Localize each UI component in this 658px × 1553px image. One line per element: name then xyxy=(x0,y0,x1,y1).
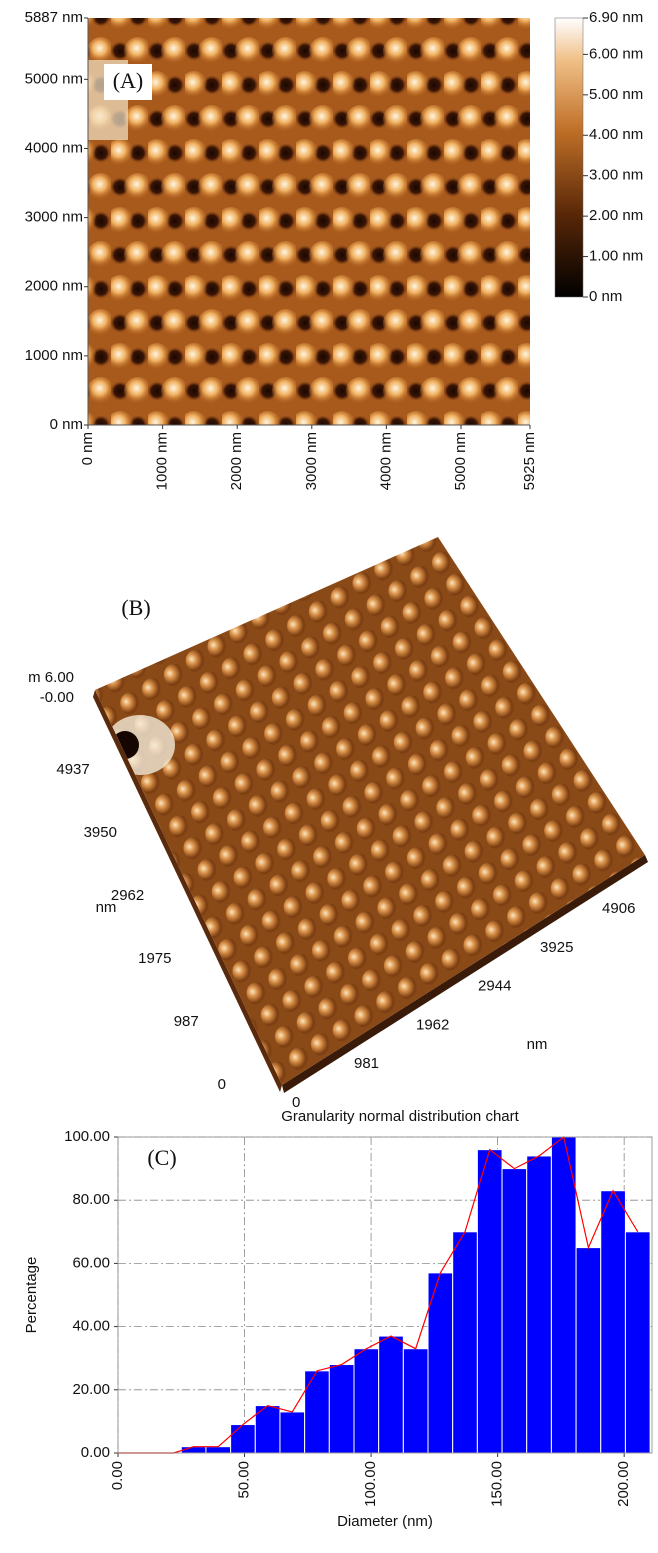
y-tick-label: 0 xyxy=(218,1076,226,1093)
y-tick-label: 0.00 xyxy=(81,1444,110,1461)
y-axis-title: Percentage xyxy=(23,1257,40,1334)
colorbar-tick-label: 3.00 nm xyxy=(589,167,643,184)
histogram-bar xyxy=(551,1137,576,1453)
colorbar-tick-label: 2.00 nm xyxy=(589,207,643,224)
surface-defect xyxy=(105,715,175,775)
histogram-bar xyxy=(305,1371,330,1453)
y-tick-label: 2000 nm xyxy=(25,278,83,295)
z-axis-label: m 6.00 xyxy=(28,669,74,686)
histogram-bar xyxy=(477,1150,502,1453)
x-tick-label: 200.00 xyxy=(615,1461,632,1507)
x-tick-label: 1962 xyxy=(416,1016,449,1033)
colorbar-tick-label: 6.90 nm xyxy=(589,9,643,26)
x-axis-unit: nm xyxy=(527,1036,548,1053)
colorbar-tick-label: 0 nm xyxy=(589,288,622,305)
y-tick-label: 1000 nm xyxy=(25,347,83,364)
afm-height-image xyxy=(88,18,530,425)
y-tick-label: 5887 nm xyxy=(25,9,83,26)
x-tick-label: 50.00 xyxy=(236,1461,253,1499)
surface-3d xyxy=(80,520,658,1100)
y-tick-label: 100.00 xyxy=(64,1128,110,1145)
colorbar-tick-label: 1.00 nm xyxy=(589,248,643,265)
histogram-bar xyxy=(601,1191,626,1453)
histogram-bar xyxy=(206,1447,231,1453)
x-tick-label: 5000 nm xyxy=(452,432,469,490)
x-tick-label: 4906 xyxy=(602,900,635,917)
x-tick-label: 0 nm xyxy=(79,432,96,465)
x-tick-label: 981 xyxy=(354,1055,379,1072)
y-tick-label: 3000 nm xyxy=(25,209,83,226)
histogram-bar xyxy=(453,1232,478,1453)
y-tick-label: 60.00 xyxy=(72,1254,110,1271)
x-tick-label: 5925 nm xyxy=(521,432,538,490)
colorbar-tick-label: 6.00 nm xyxy=(589,45,643,62)
histogram-bar xyxy=(280,1412,305,1453)
x-tick-label: 1000 nm xyxy=(154,432,171,490)
colorbar-tick-label: 4.00 nm xyxy=(589,126,643,143)
x-tick-label: 2944 xyxy=(478,978,511,995)
z-axis-label: -0.00 xyxy=(40,689,74,706)
histogram-bar xyxy=(329,1365,354,1453)
histogram-bar xyxy=(576,1248,601,1453)
colorbar xyxy=(555,18,583,297)
annotation: (C) xyxy=(147,1145,176,1170)
x-tick-label: 4000 nm xyxy=(377,432,394,490)
panel-c: Granularity normal distribution chart Di… xyxy=(23,1108,652,1530)
x-axis-title: Diameter (nm) xyxy=(337,1513,433,1530)
panel-b: (B) m 6.00 -0.00 nm nm 09871975296239504… xyxy=(28,520,658,1111)
y-tick-label: 1975 xyxy=(138,950,171,967)
x-tick-label: 2000 nm xyxy=(228,432,245,490)
figure: (A) 0 nm 1000 nm 2000 nm 3000 nm 4000 nm 5000… xyxy=(0,0,658,1553)
y-tick-label: 987 xyxy=(174,1013,199,1030)
histogram-bar xyxy=(354,1349,379,1453)
y-tick-label: 0 nm xyxy=(50,416,83,433)
x-tick-label: 3000 nm xyxy=(303,432,320,490)
x-tick-label: 3925 xyxy=(540,939,573,956)
colorbar-tick-label: 5.00 nm xyxy=(589,86,643,103)
y-tick-label: 4937 xyxy=(56,761,89,778)
histogram-bar xyxy=(625,1232,650,1453)
y-tick-label: 80.00 xyxy=(72,1191,110,1208)
y-tick-label: 3950 xyxy=(84,824,117,841)
y-tick-label: 20.00 xyxy=(72,1381,110,1398)
histogram-bar xyxy=(379,1336,404,1453)
x-tick-label: 100.00 xyxy=(362,1461,379,1507)
page: {"chart_data": [ {"type": "image", "anno… xyxy=(0,0,658,1553)
histogram-bar xyxy=(527,1156,552,1453)
histogram-bar xyxy=(231,1425,256,1453)
y-tick-label: 2962 xyxy=(111,887,144,904)
histogram-bar xyxy=(403,1349,428,1453)
x-tick-label: 150.00 xyxy=(489,1461,506,1507)
y-tick-label: 4000 nm xyxy=(25,139,83,156)
panel-a: (A) 0 nm 1000 nm 2000 nm 3000 nm 4000 nm 5000… xyxy=(25,9,644,490)
histogram-bar xyxy=(502,1169,527,1453)
annotation: (B) xyxy=(121,595,150,620)
chart-title: Granularity normal distribution chart xyxy=(281,1108,519,1125)
y-tick-label: 5000 nm xyxy=(25,70,83,87)
y-tick-label: 40.00 xyxy=(72,1318,110,1335)
x-tick-label: 0.00 xyxy=(109,1461,126,1490)
annotation: (A) xyxy=(113,68,144,93)
